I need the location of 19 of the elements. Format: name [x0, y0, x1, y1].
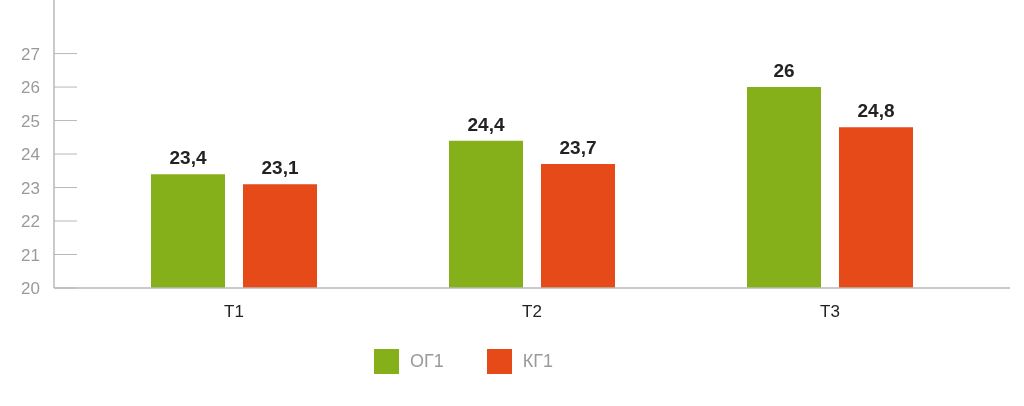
data-label: 24,4 [467, 113, 505, 135]
x-tick-label: T1 [224, 302, 244, 322]
y-tick-label: 26 [21, 78, 40, 98]
y-tick-label: 24 [21, 145, 40, 165]
y-tick-label: 21 [21, 245, 40, 265]
y-tick-label: 20 [21, 279, 40, 299]
data-label: 23,4 [169, 147, 207, 169]
x-tick-label: T3 [820, 302, 840, 322]
data-label: 23,1 [261, 157, 299, 179]
data-label: 23,7 [559, 137, 597, 159]
y-tick-label: 23 [21, 178, 40, 198]
data-label: 24,8 [857, 100, 895, 122]
legend-label: ОГ1 [409, 351, 444, 371]
legend-label: КГ1 [522, 351, 553, 371]
data-label: 26 [773, 60, 795, 82]
y-tick-label: 25 [21, 111, 40, 131]
y-tick-label: 27 [21, 44, 40, 64]
y-tick-label: 22 [21, 212, 40, 232]
x-tick-label: T2 [522, 302, 542, 322]
